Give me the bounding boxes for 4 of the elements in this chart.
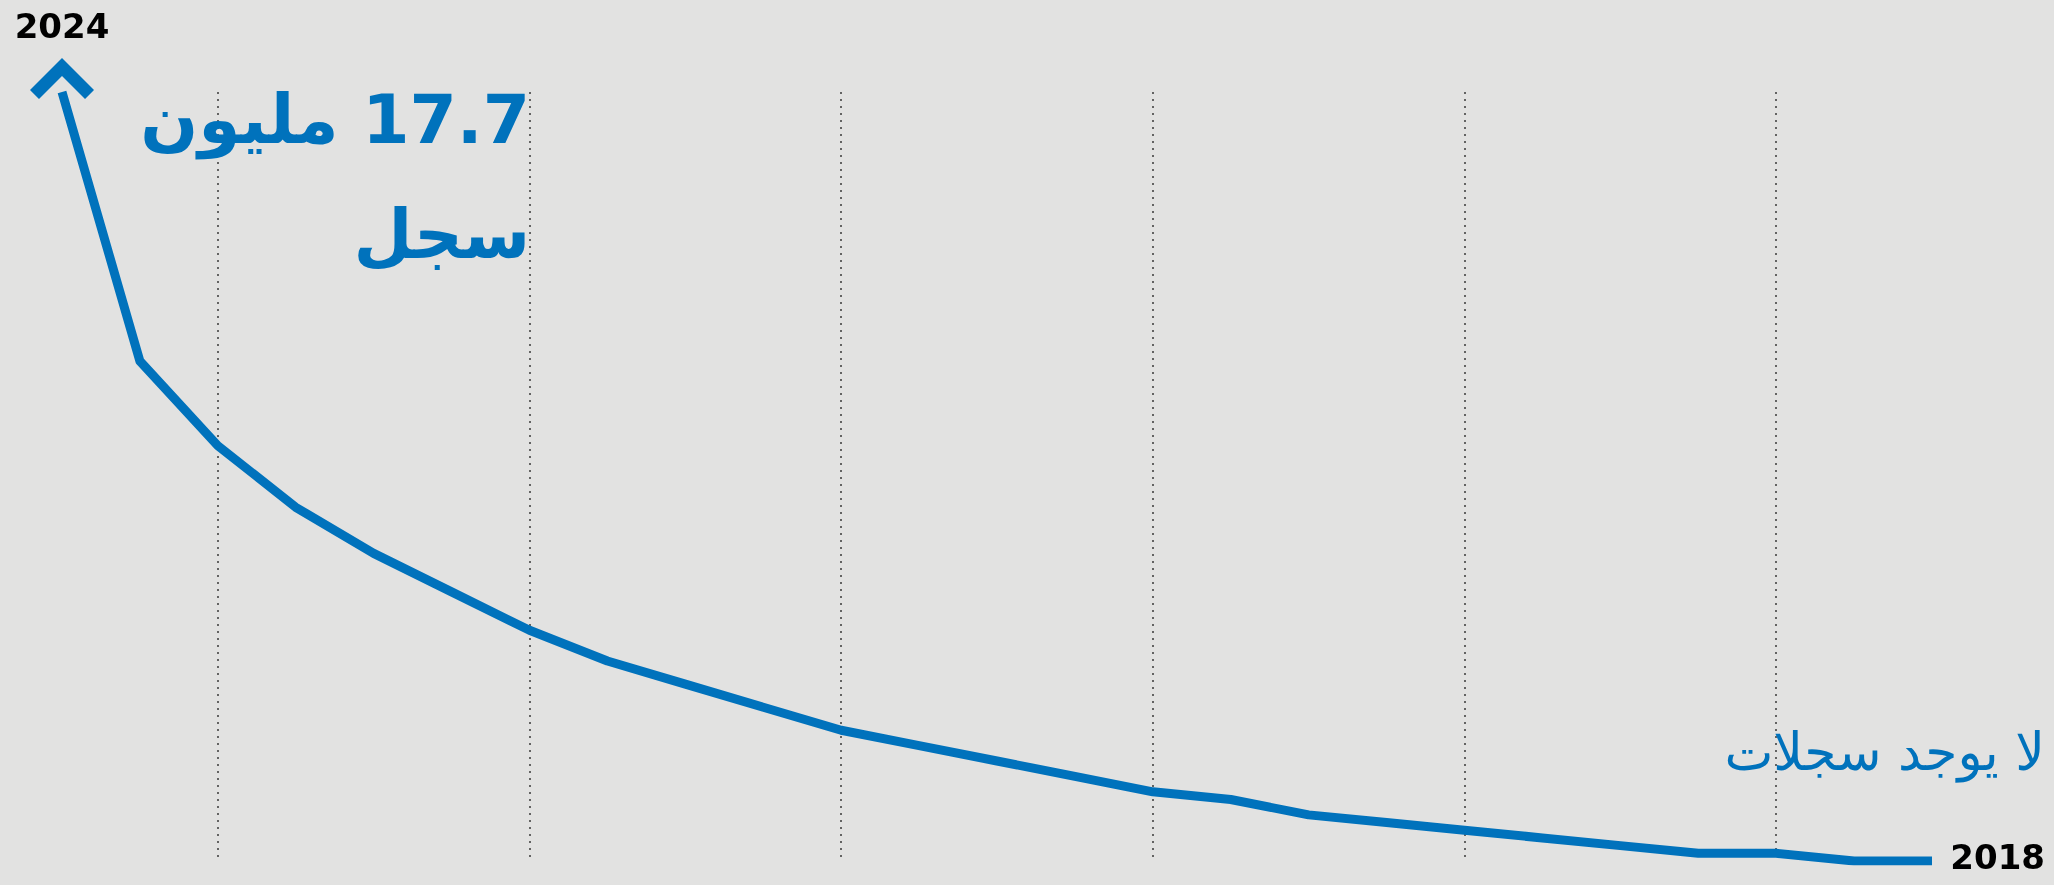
annotation: لا يوجد سجلات	[1723, 721, 2045, 783]
annotation: 2018	[1949, 837, 2045, 877]
annotation: 17.7 مليون سجل	[139, 79, 530, 276]
text: 2024	[13, 6, 111, 46]
